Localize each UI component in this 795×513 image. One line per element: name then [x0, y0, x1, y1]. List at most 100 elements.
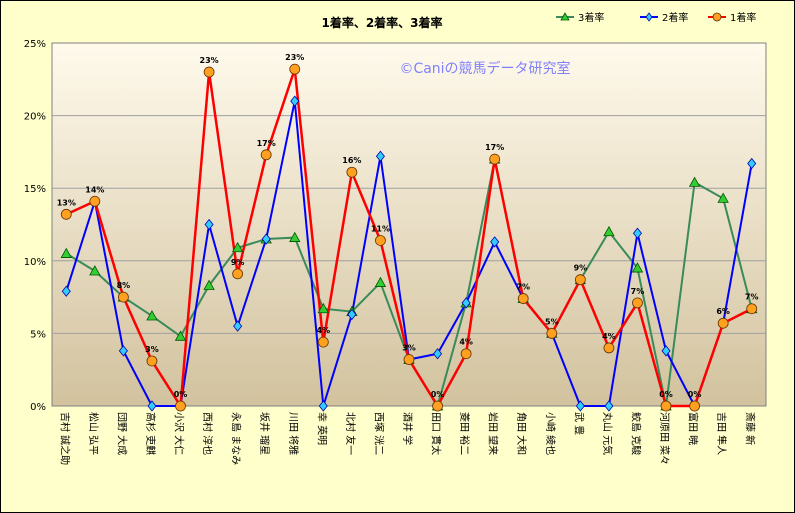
- y-tick-label: 0%: [30, 402, 46, 413]
- data-point: [604, 400, 614, 412]
- x-tick-label: 富田 暁: [687, 412, 700, 445]
- x-tick-label: 武 豊: [572, 412, 585, 435]
- data-label: 0%: [174, 390, 188, 399]
- x-tick-label: 岩田 望来: [487, 412, 500, 455]
- chart-title: 1着率、2着率、3着率: [321, 15, 442, 30]
- data-point: [203, 279, 215, 290]
- data-label: 7%: [631, 287, 645, 296]
- data-label: 5%: [545, 317, 559, 326]
- data-point: [603, 342, 615, 354]
- x-tick-label: 西塚 洸二: [372, 412, 385, 455]
- x-tick-label: 菱田 裕二: [458, 412, 471, 455]
- x-tick-label: 斎藤 新: [744, 412, 757, 445]
- data-point: [118, 345, 128, 357]
- data-point: [260, 149, 272, 161]
- data-label: 9%: [231, 258, 245, 267]
- data-point: [375, 150, 385, 162]
- data-label: 8%: [117, 281, 131, 290]
- x-tick-label: 酒井 学: [401, 412, 414, 445]
- plot-background: [51, 42, 767, 407]
- y-tick-label: 25%: [24, 39, 46, 50]
- data-label: 17%: [485, 143, 504, 152]
- data-point: [289, 231, 301, 242]
- x-tick-label: 松山 弘平: [87, 412, 100, 455]
- data-label: 7%: [745, 293, 759, 302]
- data-point: [89, 195, 101, 207]
- data-point: [660, 400, 672, 412]
- data-point: [317, 336, 329, 348]
- x-tick-label: 吉村 誠之助: [58, 412, 71, 465]
- data-point: [318, 400, 328, 412]
- data-point: [747, 157, 757, 170]
- data-point: [546, 327, 558, 339]
- x-tick-label: 河原田 菜々: [658, 412, 670, 465]
- data-point: [60, 208, 72, 220]
- y-tick-label: 10%: [24, 257, 46, 268]
- x-tick-label: 永島 まなみ: [230, 412, 243, 465]
- data-point: [717, 317, 729, 329]
- data-point: [460, 348, 472, 360]
- data-point: [632, 227, 642, 239]
- data-label: 23%: [285, 53, 304, 62]
- x-tick-label: 団野 大成: [115, 412, 128, 455]
- data-point: [204, 218, 214, 231]
- data-point: [403, 354, 415, 365]
- data-point: [146, 310, 158, 321]
- data-point: [174, 330, 187, 341]
- data-point: [688, 176, 701, 187]
- data-label: 9%: [574, 264, 588, 273]
- x-tick-label: 小沢 大仁: [173, 412, 186, 455]
- data-label: 4%: [459, 338, 473, 347]
- data-point: [661, 345, 671, 357]
- watermark: ©Caniの競馬データ研究室: [399, 60, 570, 77]
- data-label: 0%: [431, 390, 445, 399]
- x-tick-label: 小崎 綾也: [544, 412, 557, 455]
- data-label: 23%: [200, 56, 219, 65]
- data-point: [374, 276, 387, 287]
- data-point: [575, 400, 585, 412]
- data-label: 0%: [659, 390, 673, 399]
- data-point: [432, 400, 443, 412]
- data-label: 14%: [85, 185, 104, 194]
- data-point: [346, 166, 358, 178]
- y-tick-label: 20%: [24, 112, 46, 123]
- data-point: [689, 400, 700, 412]
- data-label: 17%: [257, 139, 276, 148]
- data-point: [89, 265, 101, 276]
- x-tick-label: 丸山 元気: [601, 412, 614, 455]
- data-point: [375, 235, 386, 246]
- data-point: [146, 355, 158, 367]
- data-label: 11%: [371, 224, 390, 233]
- data-point: [289, 63, 301, 75]
- data-point: [603, 225, 615, 237]
- data-point: [233, 320, 243, 332]
- x-tick-label: 北村 友一: [344, 412, 357, 455]
- data-point: [175, 400, 186, 412]
- data-point: [433, 348, 443, 360]
- data-point: [203, 66, 215, 78]
- data-label: 3%: [145, 345, 159, 354]
- data-label: 7%: [516, 283, 530, 292]
- x-tick-label: 吉田 隼人: [715, 412, 728, 455]
- data-point: [461, 297, 471, 309]
- x-tick-label: 鮫島 克駿: [629, 412, 642, 455]
- data-point: [631, 262, 644, 273]
- data-label: 16%: [342, 156, 361, 165]
- data-point: [717, 192, 729, 203]
- data-point: [232, 268, 244, 280]
- data-label: 13%: [57, 198, 76, 207]
- data-label: 6%: [716, 307, 730, 316]
- data-point: [347, 308, 357, 321]
- data-point: [118, 291, 129, 303]
- data-label: 3%: [402, 344, 416, 353]
- data-point: [574, 274, 586, 286]
- data-point: [290, 95, 300, 107]
- data-point: [147, 400, 157, 412]
- data-point: [489, 153, 501, 165]
- x-tick-label: 幸 英明: [315, 412, 328, 445]
- x-tick-label: 西村 淳也: [201, 412, 214, 455]
- data-point: [746, 303, 758, 315]
- x-tick-label: 坂井 瑠星: [258, 412, 271, 455]
- data-point: [261, 233, 271, 245]
